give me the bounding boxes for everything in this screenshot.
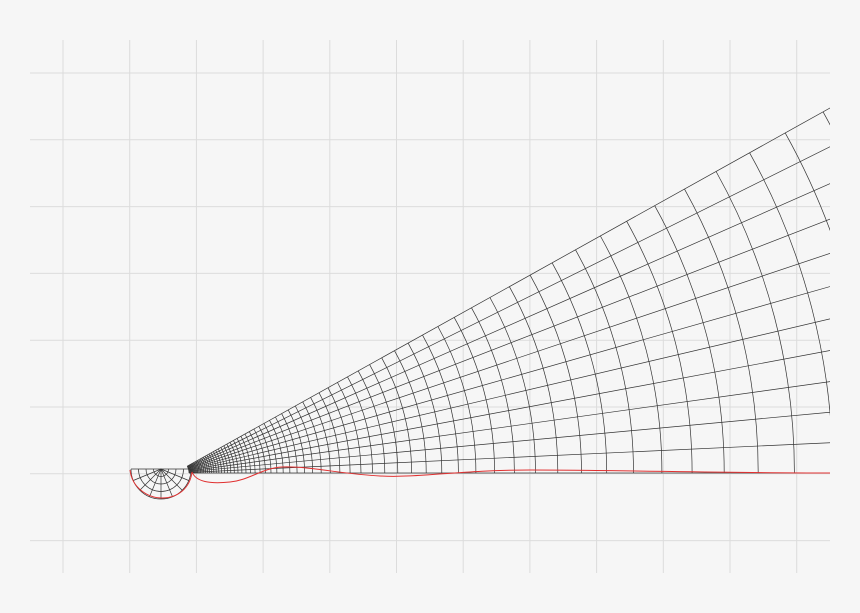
mesh-arc <box>575 249 634 474</box>
mesh-spoke <box>188 350 830 471</box>
mesh-arc <box>206 455 213 474</box>
mesh-arc <box>347 376 373 474</box>
mesh-arc <box>626 221 693 474</box>
mesh-arc <box>357 370 386 474</box>
mesh-arc <box>220 447 228 474</box>
boundary-curve <box>129 466 831 499</box>
mesh-arc <box>749 152 830 418</box>
mesh-spoke <box>188 411 830 473</box>
mesh-arc <box>210 452 217 474</box>
mesh-arc <box>318 392 341 474</box>
mesh-arc <box>244 433 256 474</box>
mesh-arc <box>529 274 582 474</box>
mesh-arc <box>302 401 322 474</box>
mesh-arc <box>248 431 261 474</box>
mesh-spoke <box>188 381 830 472</box>
mesh <box>186 107 830 474</box>
mesh-arc <box>715 171 795 474</box>
mesh-arc <box>453 317 495 474</box>
mesh-spoke <box>187 218 830 469</box>
mesh-spoke <box>187 146 830 468</box>
mesh-arc <box>213 451 220 474</box>
bulb-arc <box>145 468 177 485</box>
mesh-arc <box>194 461 199 474</box>
mesh-arc <box>489 297 536 474</box>
mesh-arc <box>654 205 725 474</box>
mesh-arc <box>233 440 243 474</box>
mesh-arc <box>281 413 298 474</box>
mesh-arc <box>369 364 399 474</box>
mesh-arc <box>186 466 190 474</box>
mesh-arc <box>551 262 608 474</box>
mesh-arc <box>198 459 203 474</box>
mesh-arc <box>784 132 830 232</box>
mesh-arc <box>217 448 225 474</box>
mesh-arc <box>407 342 443 474</box>
mesh-arc <box>199 458 205 474</box>
mesh-arc <box>327 387 351 474</box>
mesh-arc <box>394 350 427 474</box>
mesh-arc <box>337 382 362 474</box>
mesh-spoke <box>187 107 830 467</box>
mesh-spoke <box>188 318 830 471</box>
mesh-arc <box>263 423 278 474</box>
mesh-arc <box>193 462 197 474</box>
mesh-arc <box>275 416 291 474</box>
lower-bulb-mesh <box>130 468 192 500</box>
mesh-arc <box>381 357 412 474</box>
mesh-arc <box>240 436 251 474</box>
mesh-arc <box>215 450 222 474</box>
mesh-spoke <box>187 183 830 468</box>
mesh-arc <box>684 188 759 474</box>
mesh-arc <box>201 457 206 474</box>
mesh-arc <box>236 438 247 474</box>
mesh-arc <box>422 334 459 474</box>
mesh-arc <box>310 397 331 474</box>
mesh-arc <box>294 405 314 474</box>
mesh-spoke <box>188 286 830 470</box>
mesh-arc <box>600 235 663 474</box>
mesh-arc <box>196 460 201 474</box>
mesh-arc <box>258 426 272 474</box>
bulb-arc <box>138 468 184 492</box>
mesh-arc <box>269 420 284 474</box>
bulb-arc <box>153 468 169 477</box>
mesh-arc <box>192 463 196 474</box>
mesh-spoke <box>188 442 830 473</box>
mesh-arc <box>229 442 239 474</box>
mesh-arc <box>509 286 559 474</box>
background-grid <box>30 40 830 573</box>
mesh-arc <box>195 461 200 474</box>
mesh-spoke <box>188 252 830 469</box>
mesh-arc <box>191 463 195 474</box>
mesh-arc <box>437 326 477 474</box>
mesh-arc <box>223 445 232 474</box>
mesh-arc <box>204 456 210 474</box>
mesh-arc <box>208 453 215 474</box>
mesh-arc <box>226 443 235 474</box>
mesh-arc <box>203 457 208 474</box>
mesh-arc <box>471 307 515 474</box>
